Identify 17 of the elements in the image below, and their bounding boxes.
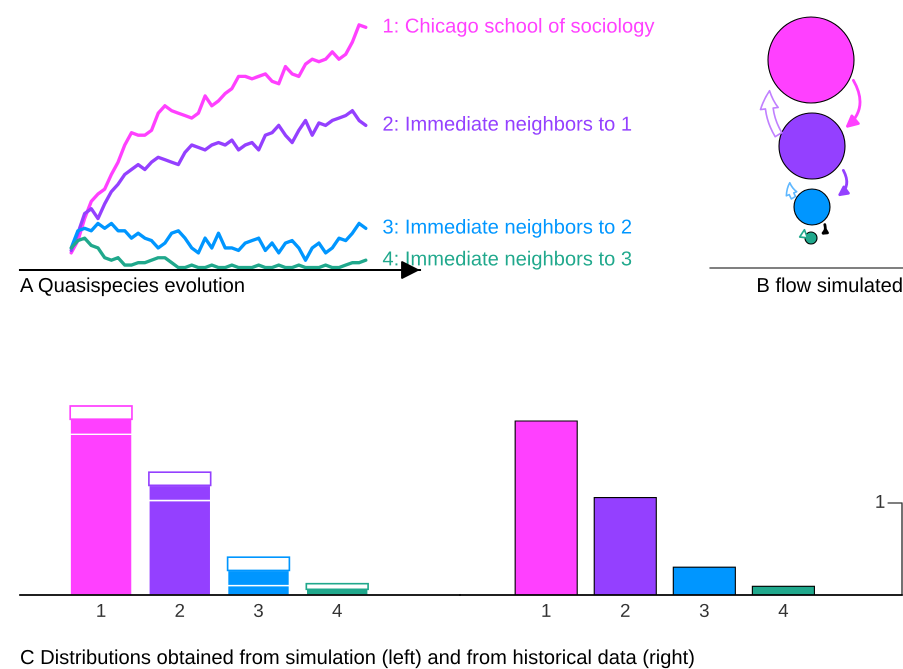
series-label: 1: Chicago school of sociology	[384, 18, 654, 37]
text: C Distributions obtained from simulation (left) and from historical data (right)	[21, 649, 694, 668]
text: B flow simulated	[758, 277, 902, 292]
bar	[305, 582, 369, 590]
x-tick-label: 3	[700, 604, 709, 618]
x-tick-label: 1	[97, 604, 106, 617]
series-label: 2: Immediate neighbors to 1	[383, 116, 632, 135]
series-label: 3: Immediate neighbors to 2	[383, 218, 632, 238]
x-tick-label: 1	[542, 604, 550, 617]
x-tick-label: 3	[254, 604, 263, 618]
x-tick-label: 4	[778, 604, 788, 617]
x-tick-label: 4	[332, 604, 342, 617]
text: 1	[876, 494, 884, 508]
text: A Quasispecies evolution	[20, 277, 244, 296]
x-tick-label: 2	[176, 604, 184, 617]
series-label: 4: Immediate neighbors to 3	[382, 250, 632, 270]
x-tick-label: 2	[620, 604, 630, 617]
